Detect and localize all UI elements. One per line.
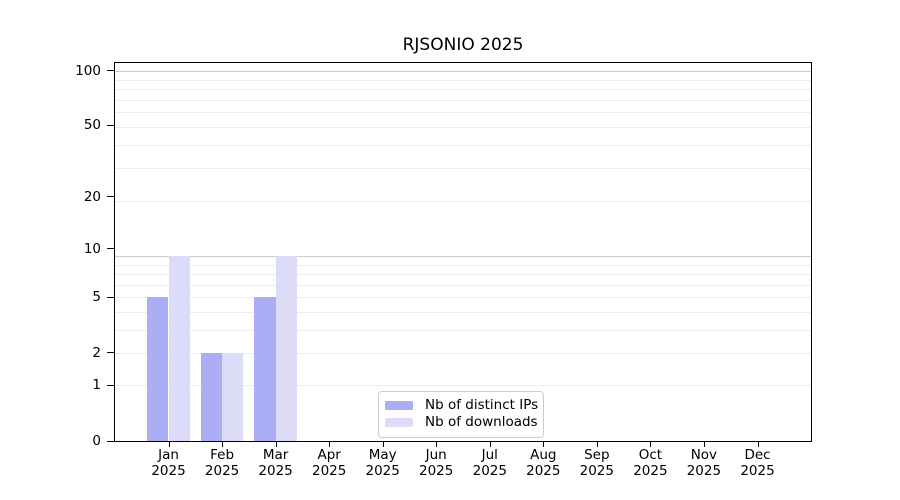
y-axis-tick <box>107 70 114 72</box>
x-axis-tick <box>650 441 652 447</box>
y-axis-tick <box>107 440 114 442</box>
y-axis-tick <box>107 352 114 354</box>
minor-gridline <box>115 284 811 286</box>
minor-gridline <box>115 385 811 387</box>
y-axis-tick-label: 10 <box>83 240 101 257</box>
y-axis-tick-label: 20 <box>83 188 101 205</box>
x-axis-tick <box>543 441 545 447</box>
x-axis-tick <box>222 441 224 447</box>
x-axis-tick <box>703 441 705 447</box>
legend-label: Nb of downloads <box>425 414 538 430</box>
x-axis-tick-label-oct: Oct 2025 <box>633 447 668 479</box>
x-axis-tick-label-jun: Jun 2025 <box>419 447 454 479</box>
y-axis-tick-label: 100 <box>75 62 101 79</box>
y-axis-tick <box>107 196 114 198</box>
major-gridline <box>115 256 811 258</box>
chart-title: RJSONIO 2025 <box>402 35 524 55</box>
minor-gridline <box>115 79 811 81</box>
x-axis-tick <box>757 441 759 447</box>
x-axis-tick-label-aug: Aug 2025 <box>526 447 561 479</box>
y-axis-tick-label: 2 <box>92 344 101 361</box>
y-axis-tick-label: 0 <box>92 433 101 449</box>
x-axis-tick-label-dec: Dec 2025 <box>740 447 775 479</box>
y-axis-tick-label: 1 <box>92 377 101 394</box>
bar-nb-of-downloads-feb <box>222 352 244 441</box>
plot-area: 0 1 2 5 10 20 50 100 Jan 2025 Feb 2025 Mar 2025 Apr… <box>75 62 812 478</box>
minor-gridline <box>115 200 811 202</box>
bar-nb-of-downloads-jan <box>168 256 190 441</box>
bar-nb-of-distinct-ips-mar <box>254 297 276 441</box>
minor-gridline <box>115 144 811 146</box>
x-axis-tick <box>596 441 598 447</box>
bar-nb-of-distinct-ips-feb <box>200 352 223 441</box>
legend-label: Nb of distinct IPs <box>425 397 539 413</box>
legend: Nb of distinct IPs Nb of downloads <box>378 391 544 438</box>
minor-gridline <box>115 112 811 114</box>
x-axis-tick <box>489 441 491 447</box>
legend-swatch-icon <box>385 401 413 410</box>
y-axis-tick <box>107 124 114 126</box>
x-axis-tick <box>275 441 277 447</box>
minor-gridline <box>115 311 811 313</box>
legend-swatch-icon <box>385 418 413 427</box>
x-axis-tick-label-feb: Feb 2025 <box>204 447 240 479</box>
x-axis-tick-label-may: May 2025 <box>365 447 400 479</box>
y-axis-tick-label: 50 <box>83 117 101 134</box>
minor-gridline <box>115 100 811 101</box>
x-axis-tick <box>168 441 170 447</box>
major-gridline <box>115 71 811 73</box>
legend-entry: Nb of downloads <box>385 414 538 431</box>
x-axis-tick <box>382 441 384 447</box>
bar-nb-of-downloads-mar <box>275 256 297 441</box>
y-axis-tick <box>107 248 114 249</box>
minor-gridline <box>115 168 811 169</box>
x-axis-tick-label-sep: Sep 2025 <box>579 447 614 479</box>
y-axis-tick <box>107 384 114 386</box>
bar-nb-of-distinct-ips-jan <box>147 297 169 441</box>
x-axis-tick-label-apr: Apr 2025 <box>312 447 347 479</box>
minor-gridline <box>115 329 811 331</box>
x-axis-tick-label-mar: Mar 2025 <box>258 447 293 479</box>
legend-entry: Nb of distinct IPs <box>385 397 539 414</box>
x-axis-tick <box>436 441 438 447</box>
minor-gridline <box>115 264 811 266</box>
y-axis-tick-label: 5 <box>92 289 101 306</box>
x-axis-tick-label-jan: Jan 2025 <box>151 447 186 479</box>
minor-gridline <box>115 352 811 354</box>
minor-gridline <box>115 274 811 276</box>
minor-gridline <box>115 89 811 91</box>
x-axis-tick-label-jul: Jul 2025 <box>472 447 507 479</box>
y-axis-tick <box>107 296 114 298</box>
minor-gridline <box>115 127 811 128</box>
x-axis-tick-label-nov: Nov 2025 <box>686 447 722 479</box>
x-axis-tick <box>329 441 331 447</box>
minor-gridline <box>115 297 811 299</box>
